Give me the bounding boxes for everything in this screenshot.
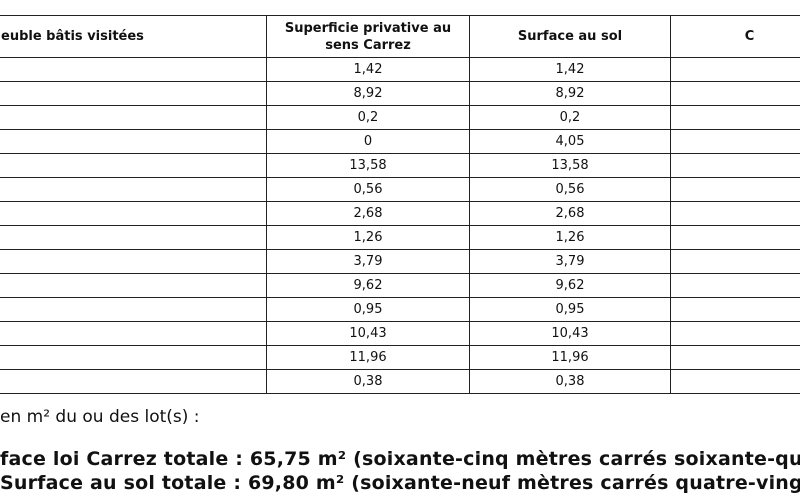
empty-cell xyxy=(670,153,800,178)
empty-cell xyxy=(0,225,267,250)
header-cell: C xyxy=(670,15,800,58)
table-row: 2,68 2,68 xyxy=(0,201,800,226)
value-cell: 3,79 xyxy=(469,249,671,274)
value-cell: 11,96 xyxy=(469,345,671,370)
value-cell: 10,43 xyxy=(266,321,470,346)
empty-cell xyxy=(670,297,800,322)
table-row: 10,43 10,43 xyxy=(0,321,800,346)
empty-cell xyxy=(0,273,267,298)
value-cell: 0,56 xyxy=(469,177,671,202)
header-cell: euble bâtis visitées xyxy=(0,15,267,58)
value-cell: 8,92 xyxy=(469,81,671,106)
value-cell: 1,42 xyxy=(469,57,671,82)
empty-cell xyxy=(0,57,267,82)
table-row: 1,26 1,26 xyxy=(0,225,800,250)
value-cell: 9,62 xyxy=(266,273,470,298)
empty-cell xyxy=(670,321,800,346)
value-cell: 0,2 xyxy=(266,105,470,130)
value-cell: 3,79 xyxy=(266,249,470,274)
empty-cell xyxy=(0,369,267,394)
table-row: 0,56 0,56 xyxy=(0,177,800,202)
empty-cell xyxy=(0,129,267,154)
value-cell: 0,38 xyxy=(469,369,671,394)
table-row: 0,95 0,95 xyxy=(0,297,800,322)
header-cell: Surface au sol xyxy=(469,15,671,58)
table-row: 0 4,05 xyxy=(0,129,800,154)
empty-cell xyxy=(0,177,267,202)
surface-table: euble bâtis visitées Superficie privativ… xyxy=(0,15,800,394)
table-row: 0,2 0,2 xyxy=(0,105,800,130)
value-cell: 8,92 xyxy=(266,81,470,106)
empty-cell xyxy=(670,129,800,154)
value-cell: 0,38 xyxy=(266,369,470,394)
value-cell: 10,43 xyxy=(469,321,671,346)
empty-cell xyxy=(0,345,267,370)
table-row: 0,38 0,38 xyxy=(0,369,800,394)
value-cell: 0,56 xyxy=(266,177,470,202)
value-cell: 1,26 xyxy=(469,225,671,250)
summary-carrez: face loi Carrez totale : 65,75 m² (soixa… xyxy=(0,448,800,470)
empty-cell xyxy=(670,81,800,106)
header-cell: Superficie privative au sens Carrez xyxy=(266,15,470,58)
value-cell: 0 xyxy=(266,129,470,154)
empty-cell xyxy=(670,177,800,202)
empty-cell xyxy=(670,273,800,298)
table-row: 3,79 3,79 xyxy=(0,249,800,274)
empty-cell xyxy=(0,153,267,178)
empty-cell xyxy=(0,81,267,106)
value-cell: 0,95 xyxy=(266,297,470,322)
empty-cell xyxy=(670,249,800,274)
value-cell: 4,05 xyxy=(469,129,671,154)
table-row: 9,62 9,62 xyxy=(0,273,800,298)
table-row: 11,96 11,96 xyxy=(0,345,800,370)
table-row: 13,58 13,58 xyxy=(0,153,800,178)
value-cell: 13,58 xyxy=(266,153,470,178)
table-row: 1,42 1,42 xyxy=(0,57,800,82)
empty-cell xyxy=(0,321,267,346)
value-cell: 13,58 xyxy=(469,153,671,178)
value-cell: 11,96 xyxy=(266,345,470,370)
value-cell: 0,2 xyxy=(469,105,671,130)
value-cell: 9,62 xyxy=(469,273,671,298)
empty-cell xyxy=(0,249,267,274)
empty-cell xyxy=(670,345,800,370)
table-row: 8,92 8,92 xyxy=(0,81,800,106)
value-cell: 0,95 xyxy=(469,297,671,322)
summary-sol: Surface au sol totale : 69,80 m² (soixan… xyxy=(0,472,800,494)
value-cell: 2,68 xyxy=(469,201,671,226)
empty-cell xyxy=(670,201,800,226)
empty-cell xyxy=(670,105,800,130)
empty-cell xyxy=(0,105,267,130)
value-cell: 1,42 xyxy=(266,57,470,82)
empty-cell xyxy=(0,297,267,322)
empty-cell xyxy=(670,57,800,82)
empty-cell xyxy=(670,369,800,394)
empty-cell xyxy=(670,225,800,250)
value-cell: 2,68 xyxy=(266,201,470,226)
header-row: euble bâtis visitées Superficie privativ… xyxy=(0,15,800,58)
empty-cell xyxy=(0,201,267,226)
summary-intro: en m² du ou des lot(s) : xyxy=(0,407,200,427)
table-body: 1,42 1,42 8,92 8,92 0,2 0,2 0 4,05 13,58 13,58 0,5… xyxy=(0,57,800,394)
value-cell: 1,26 xyxy=(266,225,470,250)
